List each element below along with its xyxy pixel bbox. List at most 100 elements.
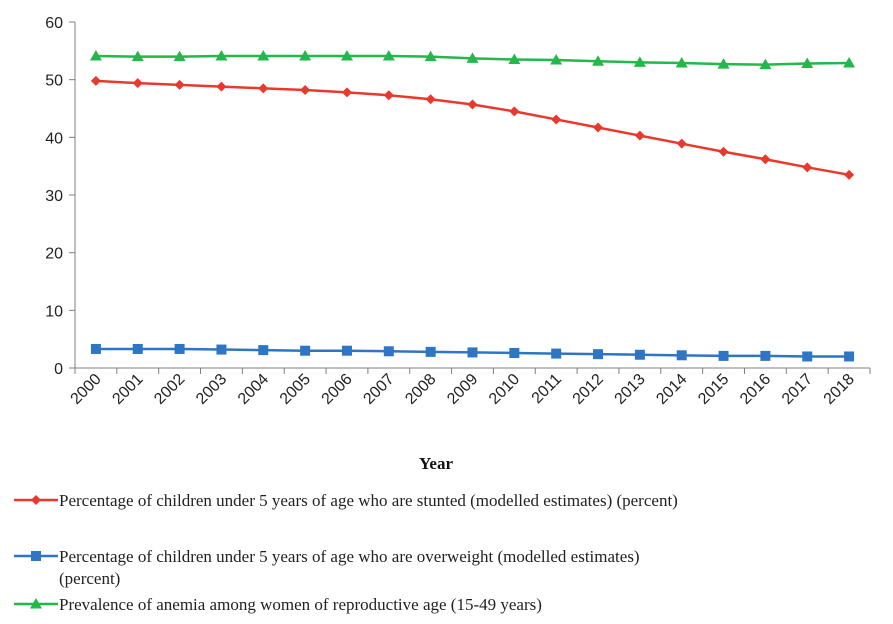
data-point	[634, 130, 645, 141]
data-point	[467, 347, 478, 358]
y-tick-label: 30	[45, 188, 63, 205]
legend-swatch-marker	[30, 598, 42, 609]
data-point	[550, 54, 563, 65]
x-tick-label: 2010	[486, 371, 523, 408]
legend-entry-2: Percentage of children under 5 years of …	[14, 547, 640, 588]
data-point	[340, 50, 353, 61]
y-tick-label: 40	[45, 130, 63, 147]
data-point	[551, 348, 562, 359]
data-point	[509, 348, 520, 359]
data-point	[760, 350, 771, 361]
data-point	[257, 50, 270, 61]
data-point	[801, 57, 814, 69]
data-point	[90, 343, 101, 354]
y-tick-label: 60	[45, 15, 63, 32]
x-tick-label: 2017	[779, 371, 816, 408]
x-tick-label: 2001	[109, 371, 146, 408]
x-tick-label: 2005	[277, 371, 314, 408]
x-tick-label: 2009	[444, 371, 481, 408]
data-point	[215, 50, 228, 61]
x-tick-label: 2014	[653, 371, 690, 408]
data-point	[802, 162, 813, 173]
data-point	[718, 146, 729, 157]
series-1	[90, 75, 855, 180]
x-tick-label: 2007	[360, 371, 397, 408]
data-point	[718, 350, 729, 361]
x-tick-label: 2000	[68, 371, 105, 408]
data-point	[132, 78, 143, 89]
legend-entry-3: Prevalence of anemia among women of repr…	[14, 595, 542, 614]
series-layer	[89, 50, 856, 362]
x-tick-label: 2012	[570, 371, 607, 408]
legend-swatch-marker	[31, 495, 41, 505]
data-point	[383, 346, 394, 357]
data-point	[174, 79, 185, 90]
data-point	[676, 138, 687, 149]
data-point	[382, 50, 395, 61]
y-tick-label: 50	[45, 73, 63, 90]
legend-label: (percent)	[59, 569, 120, 588]
data-point	[760, 154, 771, 165]
x-tick-label: 2015	[695, 371, 732, 408]
x-tick-label: 2003	[193, 371, 230, 408]
series-3	[89, 50, 856, 70]
data-point	[216, 344, 227, 355]
data-point	[675, 56, 688, 68]
data-point	[844, 351, 855, 362]
legend-label: Prevalence of anemia among women of repr…	[59, 595, 542, 614]
data-point	[341, 87, 352, 98]
data-point	[341, 345, 352, 356]
x-axis-title: Year	[419, 454, 453, 473]
data-point	[216, 81, 227, 92]
y-tick-label: 0	[54, 361, 63, 378]
data-point	[300, 85, 311, 96]
data-point	[383, 90, 394, 101]
data-point	[132, 343, 143, 354]
data-point	[844, 169, 855, 180]
data-point	[173, 50, 186, 62]
data-point	[258, 345, 269, 356]
legend-label: Percentage of children under 5 years of …	[59, 491, 678, 510]
data-point	[258, 83, 269, 94]
data-point	[633, 56, 646, 67]
data-point	[89, 50, 102, 61]
data-point	[300, 345, 311, 356]
data-point	[466, 52, 479, 63]
legend: Percentage of children under 5 years of …	[14, 491, 678, 614]
data-point	[717, 58, 730, 69]
series-2	[90, 343, 855, 362]
x-tick-label: 2006	[319, 371, 356, 408]
x-tick-label: 2002	[151, 371, 188, 408]
data-point	[425, 94, 436, 105]
data-point	[634, 349, 645, 360]
y-tick-label: 10	[45, 303, 63, 320]
x-tick-label: 2011	[529, 371, 565, 407]
x-axis-ticks: 2000 2001 2002 2003 2004 2005 2006 2007 2008 2009…	[68, 368, 871, 408]
data-point	[759, 58, 772, 70]
x-tick-label: 2013	[612, 371, 649, 408]
data-point	[299, 50, 312, 61]
data-point	[593, 349, 604, 360]
chart-axes	[74, 22, 870, 369]
legend-swatch-marker	[31, 551, 41, 561]
legend-label: Percentage of children under 5 years of …	[59, 547, 640, 566]
data-point	[551, 114, 562, 125]
x-tick-label: 2018	[821, 371, 858, 408]
x-tick-label: 2016	[737, 371, 774, 408]
data-point	[424, 50, 437, 62]
data-point	[508, 53, 521, 64]
data-point	[509, 106, 520, 117]
data-point	[802, 351, 813, 362]
data-point	[174, 343, 185, 354]
data-point	[90, 75, 101, 86]
y-axis-ticks: 0 10 20 30 40 50 60	[45, 15, 75, 378]
data-point	[425, 346, 436, 357]
series-1-line	[95, 79, 850, 177]
data-point	[592, 55, 605, 66]
data-point	[131, 50, 144, 62]
data-point	[467, 99, 478, 110]
data-point	[843, 56, 856, 68]
legend-entry-1: Percentage of children under 5 years of …	[14, 491, 678, 510]
data-point	[593, 122, 604, 133]
